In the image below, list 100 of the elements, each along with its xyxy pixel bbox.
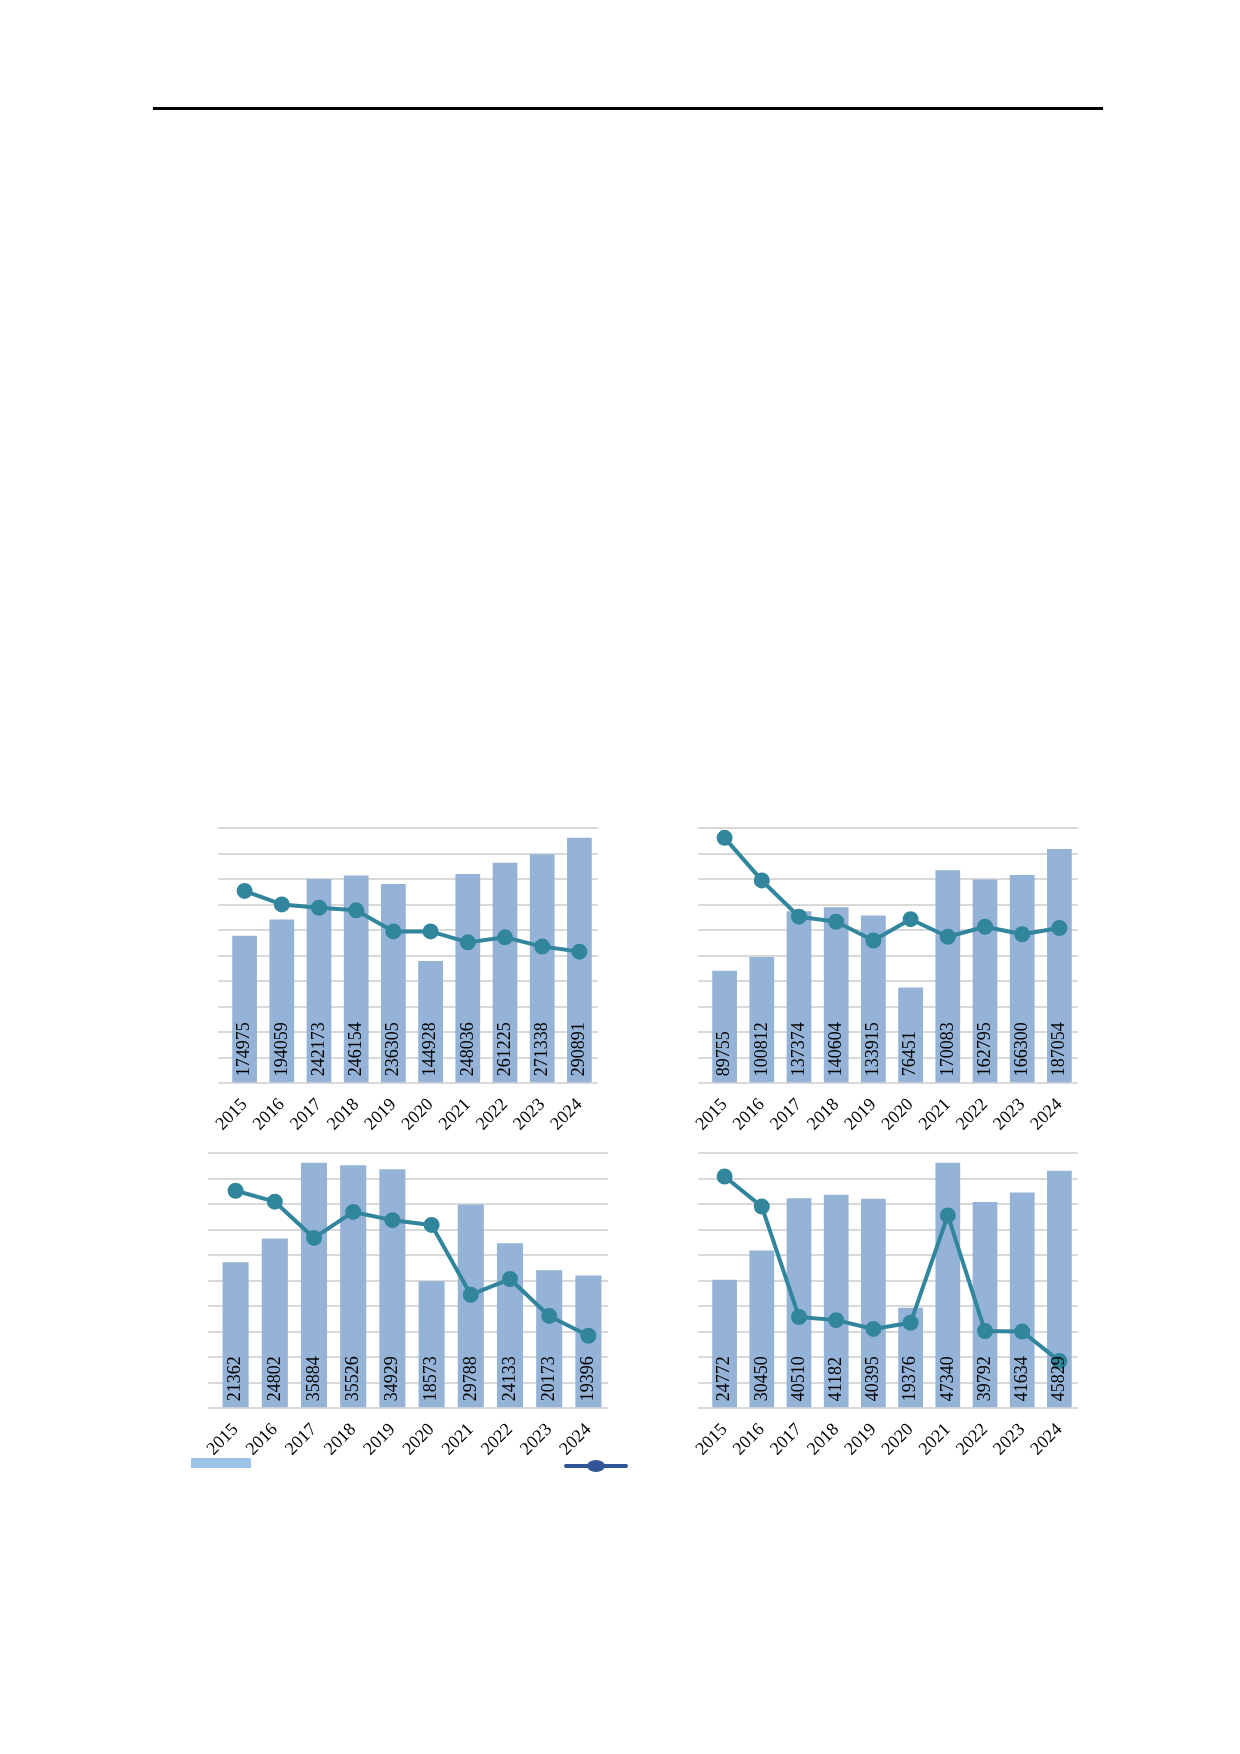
data-label: 76451 [899, 1031, 920, 1077]
bar [343, 875, 369, 1083]
data-label: 29788 [459, 1356, 480, 1402]
point [534, 938, 551, 955]
bar [972, 879, 998, 1083]
data-label: 41634 [1010, 1356, 1031, 1402]
point [977, 918, 993, 935]
bar [823, 907, 849, 1083]
bar [222, 1262, 249, 1408]
point [791, 1309, 807, 1326]
point [541, 1307, 558, 1324]
point [273, 896, 290, 913]
bar [306, 878, 332, 1083]
point [422, 923, 439, 940]
data-label: 19396 [577, 1356, 598, 1402]
bar [861, 915, 886, 1083]
data-label: 242173 [307, 1022, 328, 1077]
point [716, 829, 733, 846]
bar [1009, 1192, 1035, 1408]
data-label: 162795 [973, 1022, 994, 1077]
point [266, 1193, 283, 1210]
data-label: 100812 [750, 1022, 771, 1077]
data-label: 40510 [787, 1356, 808, 1402]
point [828, 913, 845, 930]
bar [457, 1204, 484, 1408]
point [345, 1203, 362, 1220]
bar [1009, 875, 1035, 1083]
data-label: 30450 [750, 1356, 771, 1402]
bar [232, 935, 257, 1083]
point [227, 1182, 244, 1199]
data-label: 271338 [530, 1022, 551, 1077]
point [939, 1207, 956, 1224]
data-label: 174975 [233, 1022, 254, 1077]
point [902, 1314, 919, 1331]
point [502, 1270, 518, 1287]
data-label: 35884 [302, 1356, 323, 1402]
bar [567, 837, 592, 1083]
data-label: 144928 [419, 1022, 440, 1077]
bar [1047, 849, 1072, 1083]
bar [381, 883, 406, 1083]
data-label: 47340 [936, 1356, 957, 1402]
bar [935, 870, 961, 1083]
bar [300, 1162, 328, 1408]
bar [340, 1165, 367, 1408]
point [497, 929, 513, 946]
point [385, 923, 402, 940]
bar [492, 862, 518, 1083]
point [1014, 926, 1031, 943]
bar [418, 1281, 445, 1408]
bar [935, 1162, 961, 1408]
bar [261, 1238, 288, 1408]
point [865, 1320, 882, 1337]
point [753, 1198, 770, 1215]
data-label: 40395 [862, 1356, 883, 1402]
point [939, 928, 956, 945]
data-label: 41182 [824, 1356, 845, 1402]
data-label: 290891 [568, 1022, 589, 1077]
bar [1047, 1170, 1072, 1408]
point [753, 872, 770, 889]
bar [823, 1194, 849, 1408]
point [384, 1212, 401, 1229]
point [865, 932, 882, 949]
data-label: 170083 [936, 1022, 957, 1077]
point [423, 1216, 440, 1233]
point [306, 1229, 322, 1246]
data-label: 34929 [381, 1356, 402, 1402]
bar [861, 1198, 886, 1408]
data-label: 24772 [713, 1356, 734, 1402]
point [1014, 1323, 1031, 1340]
data-label: 21362 [224, 1356, 245, 1402]
bar [749, 1250, 775, 1408]
point [462, 1286, 479, 1303]
data-label: 187054 [1048, 1022, 1069, 1077]
point [236, 882, 253, 899]
point [1051, 919, 1068, 936]
data-label: 140604 [824, 1022, 845, 1077]
point [716, 1168, 733, 1185]
bar [379, 1169, 406, 1408]
point [348, 902, 365, 919]
point [828, 1312, 845, 1329]
data-label: 45829 [1048, 1356, 1069, 1402]
data-label: 24133 [498, 1356, 519, 1402]
data-label: 89755 [713, 1031, 734, 1077]
data-label: 246154 [344, 1022, 365, 1077]
point [580, 1327, 597, 1344]
point [902, 911, 919, 928]
data-label: 248036 [456, 1022, 477, 1077]
bar [749, 957, 775, 1083]
bar [529, 854, 555, 1083]
bar [712, 1279, 737, 1408]
data-label: 39792 [973, 1356, 994, 1402]
data-label: 24802 [263, 1356, 284, 1402]
bar [496, 1243, 524, 1408]
point [311, 899, 327, 916]
data-label: 137374 [787, 1022, 808, 1077]
data-label: 133915 [862, 1022, 883, 1077]
data-label: 35526 [341, 1356, 362, 1402]
bar [712, 970, 737, 1083]
point [791, 908, 807, 925]
point [459, 934, 476, 951]
